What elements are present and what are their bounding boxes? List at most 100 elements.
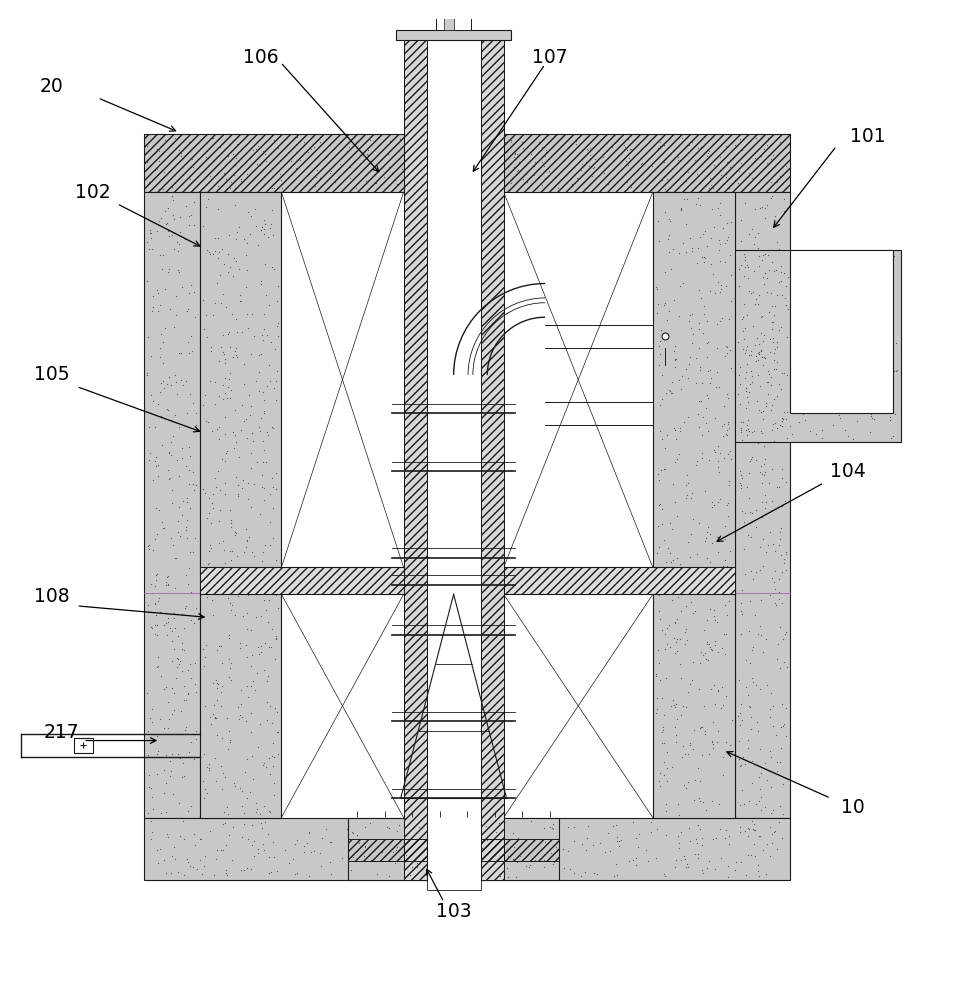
Point — [759, 836, 775, 852]
Point — [662, 617, 677, 633]
Point — [776, 555, 791, 571]
Point — [685, 741, 701, 757]
Point — [694, 747, 709, 763]
Point — [724, 214, 739, 230]
Point — [693, 197, 708, 213]
Point — [206, 706, 221, 722]
Point — [266, 132, 282, 148]
Point — [142, 419, 157, 435]
Point — [220, 806, 235, 822]
Point — [520, 827, 536, 843]
Point — [261, 803, 276, 819]
Point — [140, 747, 155, 763]
Point — [265, 530, 281, 546]
Point — [652, 672, 668, 688]
Point — [674, 707, 689, 723]
Point — [744, 775, 759, 791]
Point — [846, 286, 862, 302]
Point — [574, 142, 590, 158]
Point — [214, 678, 230, 694]
Point — [679, 191, 695, 207]
Point — [262, 297, 277, 313]
Point — [757, 349, 772, 365]
Point — [147, 578, 162, 594]
Point — [583, 147, 598, 163]
Point — [169, 307, 184, 323]
Point — [700, 634, 715, 650]
Point — [244, 647, 260, 663]
Point — [679, 632, 695, 648]
Point — [768, 727, 784, 743]
Point — [499, 838, 514, 854]
Point — [238, 411, 254, 427]
Point — [787, 309, 803, 325]
Point — [260, 427, 275, 443]
Point — [776, 191, 791, 207]
Point — [362, 153, 377, 169]
Point — [787, 258, 803, 274]
Point — [437, 816, 453, 832]
Point — [359, 146, 374, 162]
Point — [659, 744, 675, 760]
Point — [617, 137, 632, 153]
Point — [689, 166, 704, 182]
Point — [473, 852, 488, 868]
Point — [678, 699, 694, 715]
Point — [650, 518, 666, 534]
Point — [765, 718, 781, 734]
Point — [650, 140, 666, 156]
Point — [407, 859, 423, 875]
Point — [772, 417, 787, 433]
Point — [712, 149, 728, 165]
Point — [662, 227, 677, 243]
Point — [159, 401, 175, 417]
Point — [270, 704, 286, 720]
Point — [199, 637, 214, 653]
Point — [651, 539, 667, 555]
Point — [164, 179, 179, 195]
Point — [797, 270, 813, 286]
Point — [366, 860, 381, 876]
Point — [254, 273, 269, 289]
Point — [360, 148, 375, 164]
Point — [699, 313, 714, 329]
Point — [751, 857, 766, 873]
Point — [172, 468, 187, 484]
Point — [466, 863, 482, 879]
Point — [164, 482, 179, 498]
Point — [620, 131, 636, 147]
Point — [227, 197, 242, 213]
Point — [164, 653, 179, 669]
Point — [610, 147, 625, 163]
Point — [667, 699, 682, 715]
Point — [440, 865, 455, 881]
Point — [795, 406, 811, 422]
Point — [224, 552, 239, 568]
Point — [600, 825, 616, 841]
Point — [741, 226, 757, 242]
Point — [704, 733, 720, 749]
Point — [728, 862, 743, 878]
Point — [657, 868, 673, 884]
Point — [762, 701, 778, 717]
Point — [204, 592, 219, 608]
Point — [289, 865, 304, 881]
Point — [217, 370, 233, 386]
Point — [373, 843, 389, 859]
Point — [681, 820, 697, 836]
Point — [566, 833, 582, 849]
Point — [167, 851, 182, 867]
Text: 101: 101 — [849, 127, 885, 146]
Point — [231, 584, 246, 600]
Point — [741, 423, 757, 439]
Point — [210, 676, 226, 692]
Point — [872, 251, 888, 267]
Point — [761, 475, 777, 491]
Point — [261, 592, 276, 608]
Point — [179, 851, 195, 867]
Point — [879, 254, 895, 270]
Point — [397, 830, 412, 846]
Point — [223, 734, 238, 750]
Point — [743, 563, 758, 579]
Point — [710, 274, 726, 290]
